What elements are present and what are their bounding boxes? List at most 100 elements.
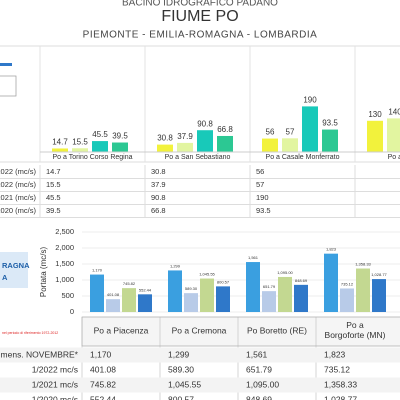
- bar: [367, 120, 383, 152]
- bar: [356, 268, 370, 312]
- table-cell: 56: [256, 167, 264, 176]
- value-label: 15.5: [72, 137, 88, 146]
- category-label: Po a Isola S.: [388, 154, 400, 161]
- chart-frame: [0, 45, 400, 163]
- category-label: Po a Casale Monferrato: [266, 154, 340, 161]
- legend-box: [0, 75, 17, 97]
- table-cell: 39.5: [46, 206, 61, 215]
- row-bg: [0, 347, 400, 363]
- y-axis-title: Portata (mc/s): [39, 247, 48, 298]
- bar: [340, 288, 354, 312]
- value-label: 1,561: [248, 255, 259, 260]
- value-label: 735.12: [341, 282, 354, 287]
- category-label: Po a San Sebastiano: [165, 154, 231, 161]
- value-label: 800.57: [217, 279, 230, 284]
- bar: [200, 278, 214, 312]
- table-cell: 589.30: [168, 364, 194, 374]
- table-cell: 45.5: [46, 193, 61, 202]
- bar: [324, 253, 338, 312]
- table-cell: 1,170: [90, 349, 112, 359]
- category-label: Po a Torino Corso Regina: [52, 154, 132, 161]
- bar: [157, 144, 173, 152]
- value-label: 190: [303, 96, 317, 105]
- bar: [322, 129, 338, 152]
- bar: [92, 141, 108, 152]
- row-label: 1/2021 mc/s: [32, 379, 78, 389]
- y-tick-label: 1,500: [55, 259, 74, 268]
- title: FIUME PO: [161, 8, 238, 25]
- value-label: 589.30: [185, 286, 198, 291]
- value-label: 14.7: [52, 138, 68, 147]
- bar: [262, 291, 276, 312]
- category-label: Po Boretto (RE): [247, 325, 307, 335]
- legend-swatch: [0, 63, 12, 66]
- value-label: 57: [286, 127, 295, 136]
- subtitle: PIEMONTE - EMILIA-ROMAGNA - LOMBARDIA: [83, 30, 318, 41]
- value-label: 66.8: [217, 125, 233, 134]
- value-label: 140: [388, 108, 400, 117]
- table-cell: 745.82: [90, 379, 116, 389]
- y-tick-label: 500: [61, 291, 74, 300]
- table-cell: 800.57: [168, 394, 194, 400]
- row-label: 2021 (mc/s): [0, 193, 36, 202]
- table-cell: 1,823: [324, 349, 346, 359]
- value-label: 1,358.33: [355, 262, 371, 267]
- table-cell: 1,358.33: [324, 379, 357, 389]
- bar: [52, 148, 68, 152]
- value-label: 1,823: [326, 247, 337, 252]
- table-cell: 1,045.55: [168, 379, 201, 389]
- super-title: BACINO IDROGRAFICO PADANO: [122, 0, 278, 9]
- value-label: 1,095.00: [277, 270, 293, 275]
- table-cell: 1,561: [246, 349, 268, 359]
- value-label: 1,299: [170, 263, 181, 268]
- category-label: Po a Borgoforte (MN): [325, 320, 386, 340]
- value-label: 90.8: [197, 119, 213, 128]
- bar: [184, 293, 198, 312]
- bar: [106, 299, 120, 312]
- value-label: 93.5: [322, 119, 338, 128]
- bar: [372, 279, 386, 312]
- table-cell: 190: [256, 193, 269, 202]
- bar: [72, 148, 88, 152]
- value-label: 745.82: [123, 281, 136, 286]
- y-tick-label: 2,000: [55, 243, 74, 252]
- category-label: Po a Piacenza: [94, 325, 149, 335]
- y-tick-label: 0: [70, 307, 74, 316]
- table-cell: 1,028.77: [324, 394, 357, 400]
- bar: [294, 284, 308, 312]
- bar: [138, 294, 152, 312]
- row-label: 1/2020 mc/s: [32, 394, 78, 400]
- row-bg: [0, 377, 400, 393]
- table-cell: 651.79: [246, 364, 272, 374]
- table-cell: 30.8: [151, 167, 166, 176]
- row-label: 2020 (mc/s): [0, 206, 36, 215]
- table-cell: 1,299: [168, 349, 190, 359]
- value-label: 37.9: [177, 132, 193, 141]
- bar: [216, 286, 230, 312]
- bar: [90, 274, 104, 312]
- bar: [122, 288, 136, 312]
- table-cell: 735.12: [324, 364, 350, 374]
- table-cell: 66.8: [151, 206, 166, 215]
- table-cell: 37.9: [151, 180, 166, 189]
- table-cell: 90.8: [151, 193, 166, 202]
- bar: [387, 118, 400, 152]
- table-cell: 848.69: [246, 394, 272, 400]
- side-box: [0, 252, 28, 288]
- bar: [197, 130, 213, 152]
- bar: [278, 276, 292, 312]
- table-cell: 552.44: [90, 394, 116, 400]
- value-label: 848.69: [295, 278, 308, 283]
- table-cell: 15.5: [46, 180, 61, 189]
- table-cell: 93.5: [256, 206, 271, 215]
- category-label: Po a Cremona: [172, 325, 227, 335]
- value-label: 1,045.55: [199, 272, 215, 277]
- row-label: 2022 (mc/s): [0, 167, 36, 176]
- value-label: 30.8: [157, 134, 173, 143]
- value-label: 651.79: [263, 284, 276, 289]
- value-label: 401.08: [107, 292, 120, 297]
- value-label: 552.44: [139, 287, 152, 292]
- bar: [246, 262, 260, 312]
